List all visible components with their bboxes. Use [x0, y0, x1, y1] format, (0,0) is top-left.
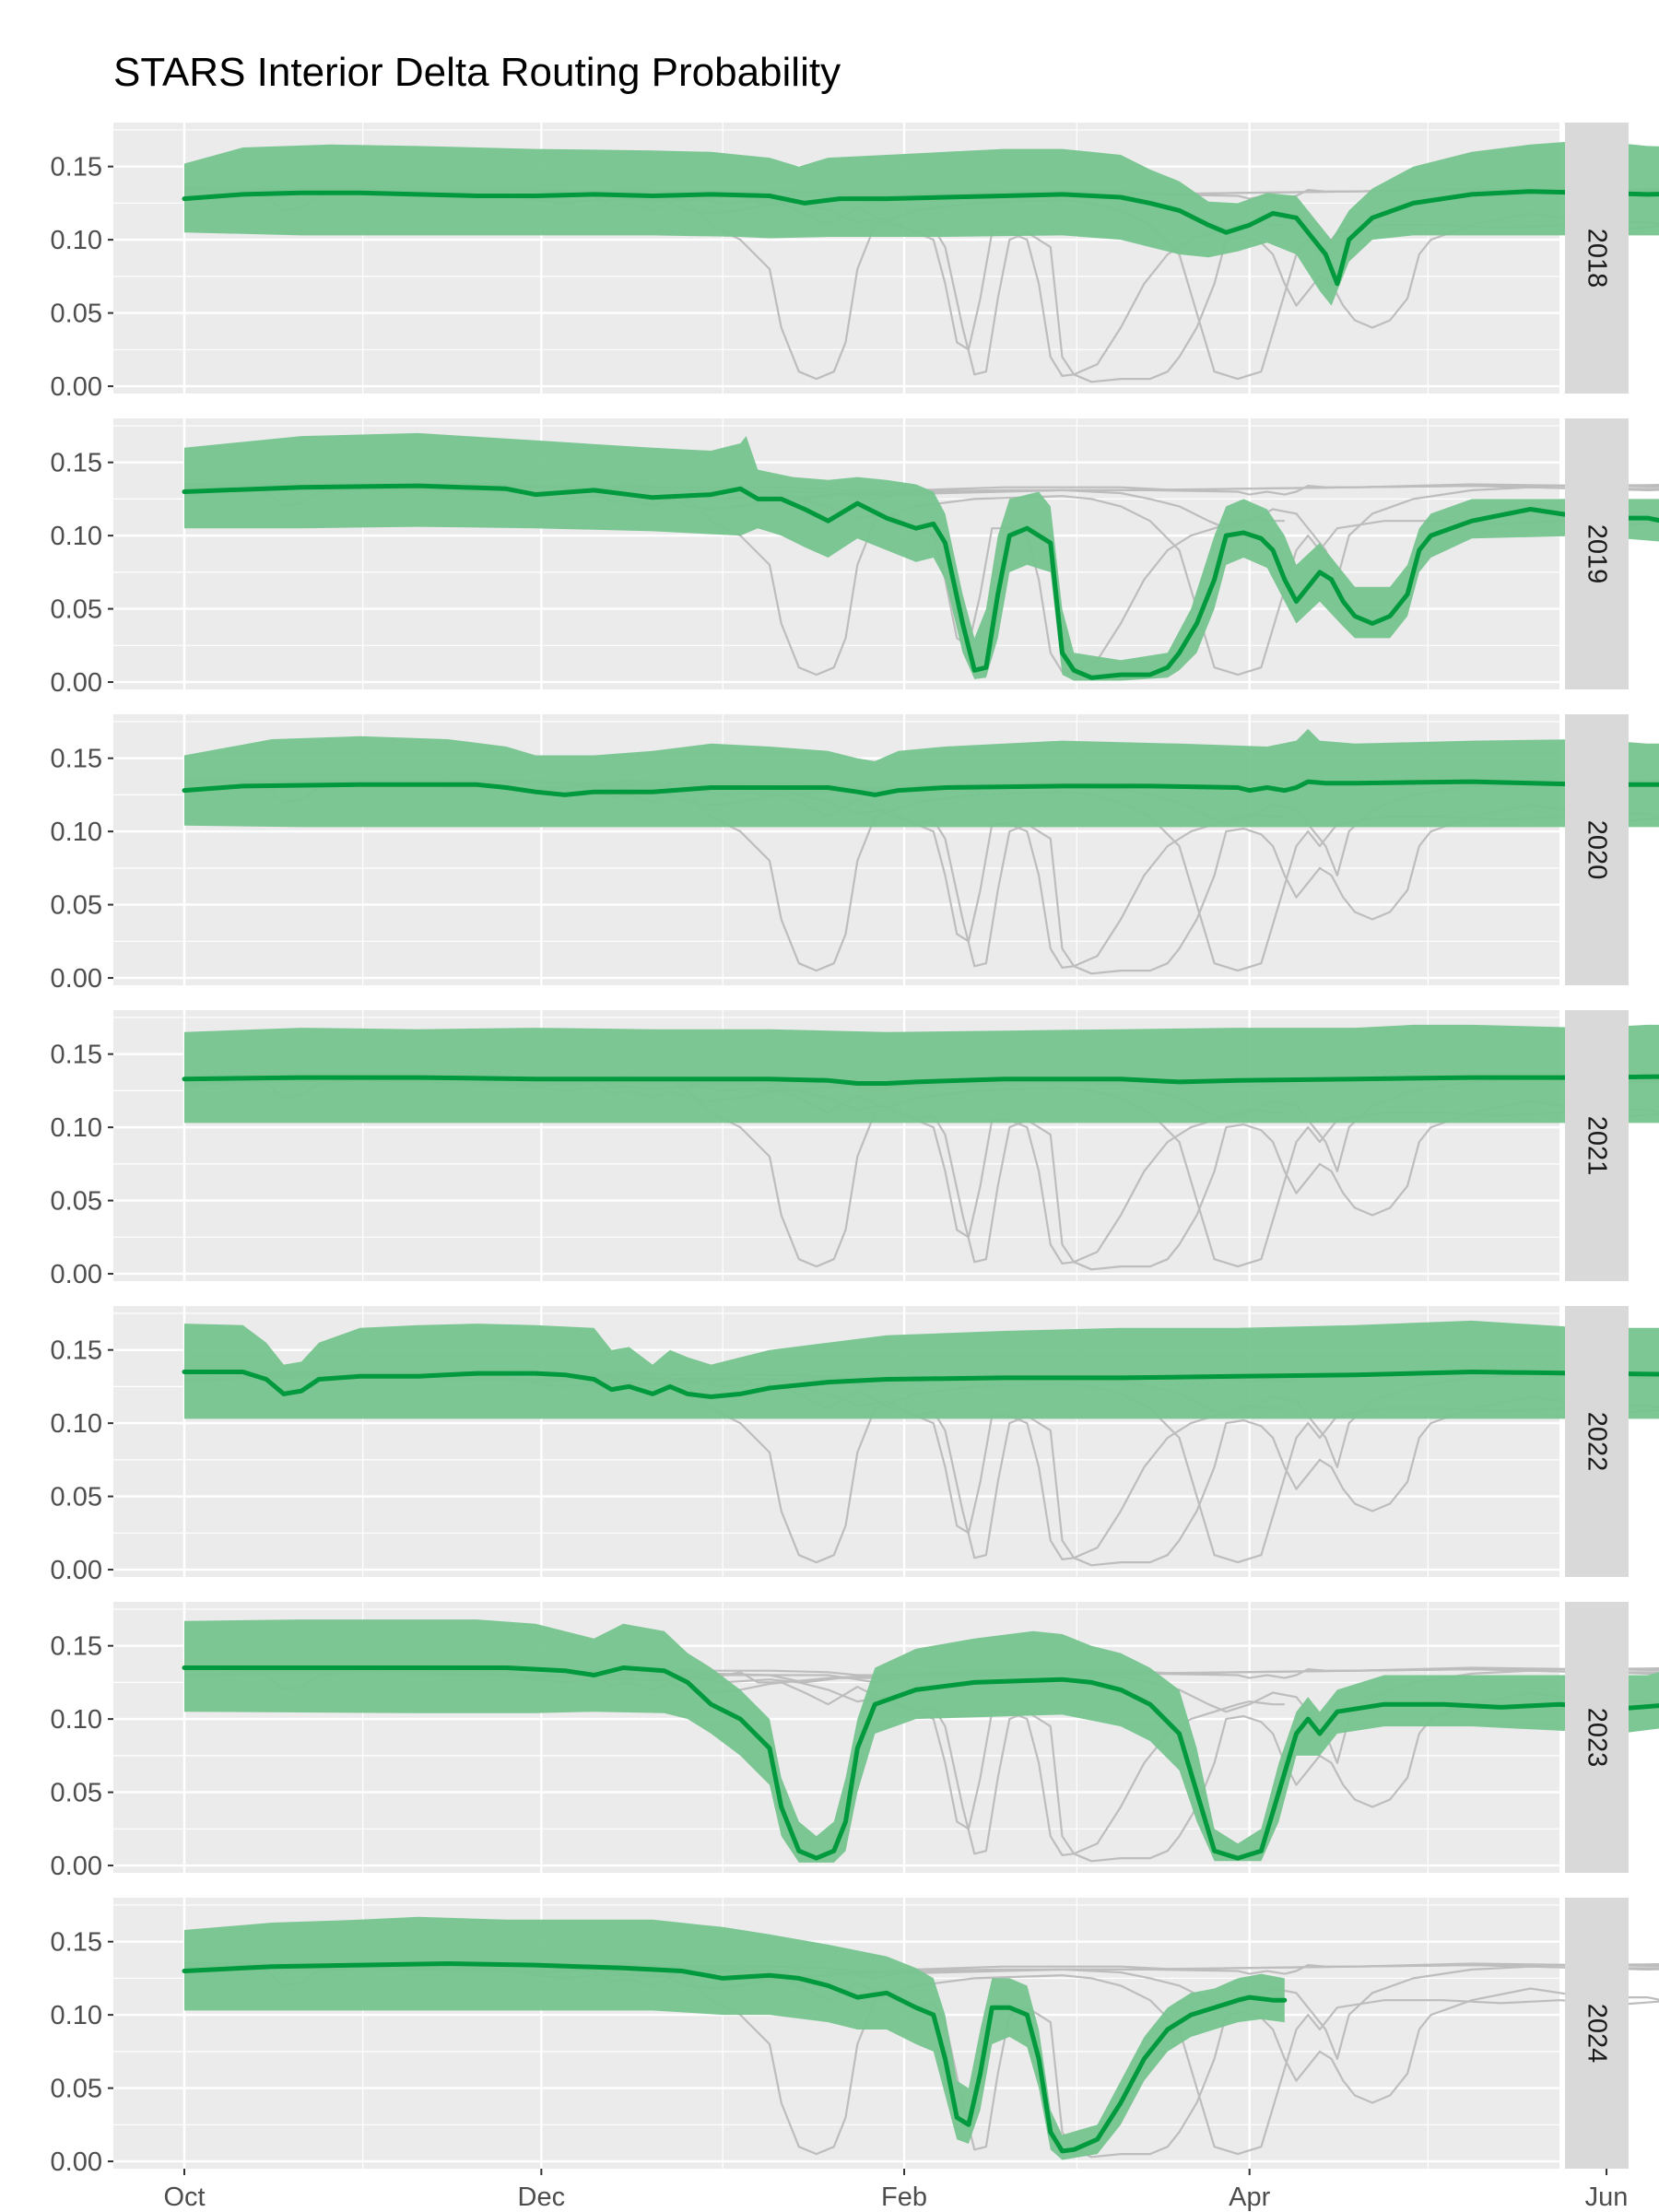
median-line-2021: [182, 1074, 1659, 1086]
y-tick-label: 0.15: [51, 153, 102, 182]
facet-strip-label: 2020: [1583, 820, 1612, 880]
confidence-ribbon-2018: [184, 140, 1659, 306]
y-tick-label: 0.15: [51, 1041, 102, 1070]
facet-strip: [1565, 418, 1629, 689]
x-tick-label: Oct: [163, 2183, 205, 2212]
confidence-ribbon-2022: [184, 1320, 1659, 1419]
y-tick-label: 0.00: [51, 964, 102, 994]
y-tick-label: 0.10: [51, 1113, 102, 1143]
y-tick-label: 0.10: [51, 226, 102, 255]
y-tick-label: 0.15: [51, 1928, 102, 1958]
confidence-ribbon-2024: [184, 1916, 1285, 2160]
x-tick-label: Jun: [1585, 2183, 1629, 2212]
facet-strip: [1565, 1898, 1629, 2169]
median-line-2023: [182, 1665, 1659, 1861]
y-tick-label: 0.00: [51, 2147, 102, 2177]
y-tick-label: 0.05: [51, 300, 102, 329]
y-tick-label: 0.10: [51, 818, 102, 847]
facet-strip: [1565, 1602, 1629, 1873]
median-line-2018: [182, 189, 1659, 287]
facet-strip-label: 2019: [1583, 524, 1612, 584]
facet-strip: [1565, 1010, 1629, 1281]
y-tick-label: 0.10: [51, 1705, 102, 1735]
facet-panel-2018: 0.00 0.05 0.10 0.15 2018: [51, 123, 1659, 402]
facet-panel-2019: 0.00 0.05 0.10 0.15 2019: [51, 418, 1659, 698]
median-line-2022: [182, 1370, 1659, 1399]
y-tick-label: 0.10: [51, 2001, 102, 2030]
y-tick-label: 0.15: [51, 449, 102, 478]
median-line-2024: [182, 1961, 1288, 2154]
confidence-ribbon-2021: [184, 1024, 1659, 1124]
facet-strip-label: 2023: [1583, 1708, 1612, 1768]
facet-panel-2023: 0.00 0.05 0.10 0.15 2023: [51, 1602, 1659, 1881]
chart-title: STARS Interior Delta Routing Probability: [113, 50, 841, 95]
y-tick-label: 0.00: [51, 1260, 102, 1289]
facet-strip-label: 2018: [1583, 229, 1612, 288]
y-tick-label: 0.15: [51, 1632, 102, 1662]
y-tick-label: 0.05: [51, 595, 102, 625]
facet-strip: [1565, 123, 1629, 394]
y-tick-label: 0.05: [51, 1483, 102, 1512]
facet-panel-2022: 0.00 0.05 0.10 0.15 2022: [51, 1306, 1659, 1585]
median-line-2019: [182, 483, 1659, 680]
facet-panel-2021: 0.00 0.05 0.10 0.15 2021: [51, 1010, 1659, 1289]
y-tick-label: 0.00: [51, 668, 102, 698]
x-tick-label: Dec: [518, 2183, 566, 2212]
y-tick-label: 0.10: [51, 522, 102, 551]
x-tick-label: Apr: [1229, 2183, 1270, 2212]
facet-strip: [1565, 714, 1629, 985]
x-axis: Oct Dec Feb Apr Jun: [163, 2169, 1628, 2212]
y-tick-label: 0.00: [51, 372, 102, 402]
median-line-2020: [182, 779, 1659, 797]
facet-strip-label: 2024: [1583, 2004, 1612, 2064]
facet-strip-label: 2022: [1583, 1412, 1612, 1472]
y-tick-label: 0.00: [51, 1556, 102, 1585]
y-tick-label: 0.05: [51, 1187, 102, 1217]
y-tick-label: 0.15: [51, 1336, 102, 1366]
x-tick-label: Feb: [881, 2183, 927, 2212]
facet-panel-2020: 0.00 0.05 0.10 0.15 2020: [51, 714, 1659, 994]
y-tick-label: 0.10: [51, 1409, 102, 1439]
confidence-ribbon-2020: [184, 728, 1659, 828]
y-tick-label: 0.05: [51, 1779, 102, 1808]
y-tick-label: 0.05: [51, 891, 102, 921]
y-tick-label: 0.00: [51, 1852, 102, 1881]
facet-strip: [1565, 1306, 1629, 1577]
facet-panel-2024: 0.00 0.05 0.10 0.15 2024: [51, 1898, 1659, 2177]
facet-panels: 0.00 0.05 0.10 0.15 2018 0.00 0.05 0.10 0.15 2019…: [51, 123, 1659, 2177]
confidence-ribbon-2023: [184, 1619, 1659, 1863]
y-tick-label: 0.05: [51, 2075, 102, 2104]
y-tick-label: 0.15: [51, 745, 102, 774]
facet-strip-label: 2021: [1583, 1116, 1612, 1176]
